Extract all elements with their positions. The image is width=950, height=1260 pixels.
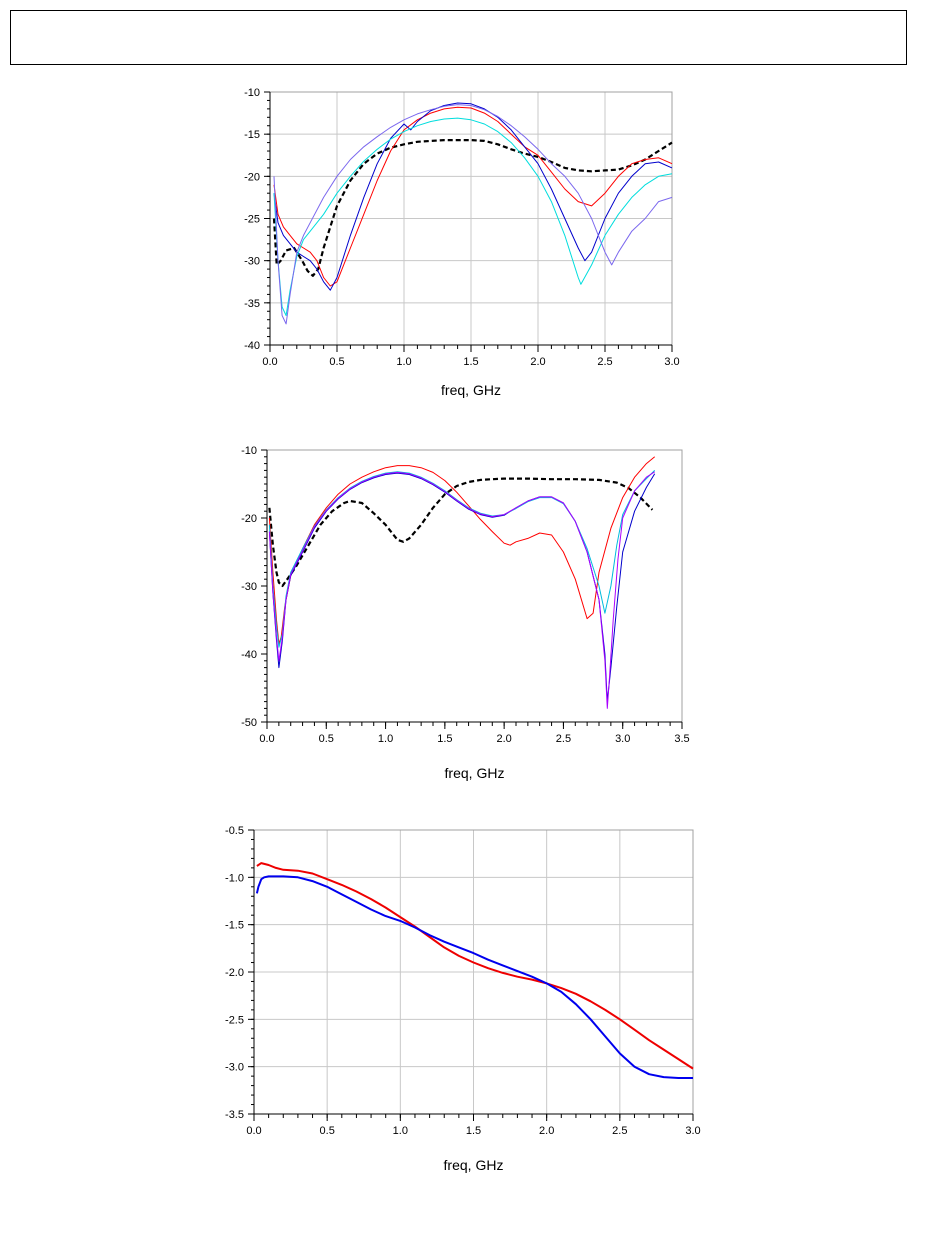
x-tick-label: 3.0 bbox=[664, 356, 679, 368]
x-axis-label: freq, GHz bbox=[445, 765, 505, 781]
y-tick-label: -30 bbox=[241, 581, 257, 593]
x-tick-label: 0.0 bbox=[259, 733, 274, 745]
y-tick-label: -15 bbox=[244, 129, 260, 141]
return-loss-chart-1: 0.0 0.5 1.0 1.5 2.0 2.5 3.0 -40 -35 -30 -25 -20 -15 -… bbox=[244, 87, 680, 398]
y-tick-label: -20 bbox=[241, 513, 257, 525]
series-line-1 bbox=[256, 862, 694, 1070]
y-tick-label: -25 bbox=[244, 214, 260, 226]
x-tick-label: 3.0 bbox=[615, 733, 630, 745]
plot-frame bbox=[266, 449, 683, 723]
x-axis-label: freq, GHz bbox=[441, 382, 501, 398]
x-tick-label: 0.5 bbox=[329, 356, 344, 368]
series-line-5 bbox=[268, 471, 655, 709]
y-tick-label: -1.0 bbox=[225, 872, 244, 884]
series-line-2 bbox=[273, 106, 673, 287]
x-tick-label: 2.0 bbox=[530, 356, 545, 368]
y-tick-label: -35 bbox=[244, 298, 260, 310]
series-line-3 bbox=[273, 102, 673, 291]
x-tick-label: 2.5 bbox=[556, 733, 571, 745]
series-line-4 bbox=[273, 117, 673, 316]
series-line-2 bbox=[255, 875, 693, 1079]
series-line-1 bbox=[268, 477, 654, 588]
x-tick-label: 1.5 bbox=[466, 1125, 481, 1137]
y-tick-label: -10 bbox=[241, 445, 257, 457]
y-tick-label: -50 bbox=[241, 717, 257, 729]
x-tick-label: 0.5 bbox=[319, 733, 334, 745]
x-tick-label: 1.0 bbox=[378, 733, 393, 745]
y-tick-label: -2.5 bbox=[225, 1014, 244, 1026]
x-tick-label: 3.0 bbox=[685, 1125, 700, 1137]
series-line-1 bbox=[272, 138, 673, 277]
x-tick-label: 0.5 bbox=[320, 1125, 335, 1137]
y-tick-label: -3.0 bbox=[225, 1062, 244, 1074]
y-tick-label: -30 bbox=[244, 256, 260, 268]
x-tick-label: 2.5 bbox=[597, 356, 612, 368]
insertion-loss-chart: 0.0 0.5 1.0 1.5 2.0 2.5 3.0 -3.5 -3.0 -2.5 -2.0 -1.… bbox=[225, 825, 701, 1173]
y-tick-label: -0.5 bbox=[225, 825, 244, 837]
y-tick-label: -3.5 bbox=[225, 1109, 244, 1121]
series-line-5 bbox=[273, 104, 673, 325]
y-tick-label: -40 bbox=[244, 340, 260, 352]
x-tick-label: 1.5 bbox=[437, 733, 452, 745]
x-tick-label: 0.0 bbox=[246, 1125, 261, 1137]
x-tick-label: 2.0 bbox=[539, 1125, 554, 1137]
return-loss-chart-2: 0.0 0.5 1.0 1.5 2.0 2.5 3.0 3.5 -50 -40 -30 -20 -10 f… bbox=[241, 445, 690, 781]
x-tick-label: 0.0 bbox=[262, 356, 277, 368]
header-box bbox=[10, 10, 907, 65]
x-tick-label: 1.5 bbox=[463, 356, 478, 368]
y-tick-label: -1.5 bbox=[225, 920, 244, 932]
x-tick-label: 1.0 bbox=[393, 1125, 408, 1137]
x-tick-label: 2.5 bbox=[612, 1125, 627, 1137]
y-tick-label: -10 bbox=[244, 87, 260, 99]
y-tick-label: -40 bbox=[241, 649, 257, 661]
y-tick-label: -2.0 bbox=[225, 967, 244, 979]
y-tick-label: -20 bbox=[244, 171, 260, 183]
series-line-4 bbox=[268, 470, 656, 648]
x-axis-label: freq, GHz bbox=[444, 1157, 504, 1173]
x-tick-label: 2.0 bbox=[496, 733, 511, 745]
x-tick-label: 1.0 bbox=[396, 356, 411, 368]
x-tick-label: 3.5 bbox=[674, 733, 689, 745]
